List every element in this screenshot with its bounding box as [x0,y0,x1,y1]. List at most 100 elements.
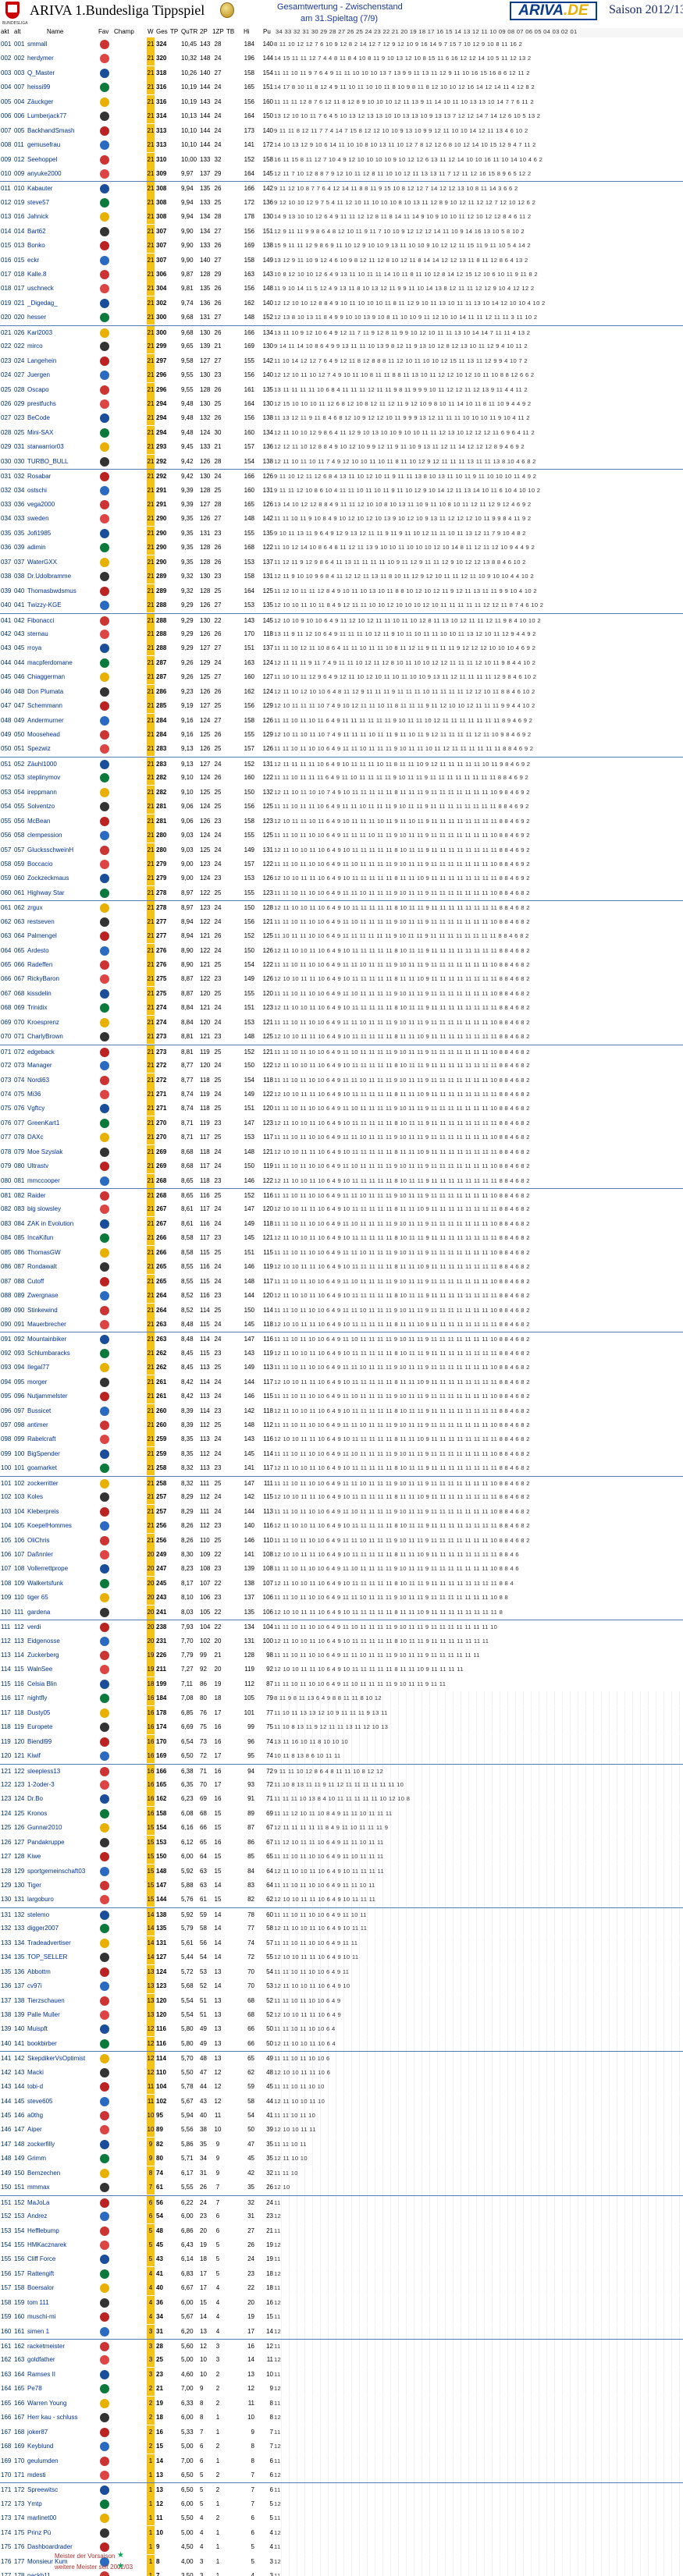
player-name[interactable]: Moe Szyslak [27,1148,63,1155]
player-name[interactable]: joker87 [27,2428,48,2436]
player-name[interactable]: mmmax [27,2184,50,2191]
table-row[interactable]: 088 089 Zwergnase 21 264 8,52 116 23 144 120 12 11… [0,1289,683,1304]
table-row[interactable]: 152 153 Andrez 6 54 6,00 23 6 31 23 12 [0,2209,683,2224]
table-row[interactable]: 177 178 packh11 1 7 3,50 3 1 4 3 11 [0,2569,683,2576]
table-row[interactable]: 084 085 IncaKifun 21 266 8,58 117 23 145 121 12 11… [0,1231,683,1246]
player-name[interactable]: Monsieur Kum [27,2557,68,2565]
player-name[interactable]: Biendl99 [27,1737,52,1745]
table-row[interactable]: 097 098 antimer 21 260 8,39 112 25 148 112 11 11 1… [0,1418,683,1432]
table-row[interactable]: 129 130 Tiger 15 147 5,88 63 14 83 64 11 11 10 11 … [0,1879,683,1893]
table-row[interactable]: 072 073 Manager 21 272 8,77 120 24 150 122 12 11 1… [0,1059,683,1073]
player-name[interactable]: Mountainbiker [27,1336,67,1343]
player-name[interactable]: Palle Muller [27,2010,60,2018]
table-row[interactable]: 141 142 SkepdikerVsOptimist 12 114 5,70 48 13 65… [0,2051,683,2067]
player-name[interactable]: TOP_SELLER [27,1953,68,1961]
table-row[interactable]: 138 139 Palle Muller 13 120 5,54 51 13 68 52 12 10… [0,2007,683,2022]
player-name[interactable]: heissi99 [27,83,51,91]
player-name[interactable]: a0thg [27,2112,44,2119]
table-row[interactable]: 036 039 adimin 21 290 9,35 128 26 168 122 11 10 12… [0,541,683,555]
player-name[interactable]: Rabelcraft [27,1435,56,1443]
table-row[interactable]: 083 084 ZAK in Evolution 21 267 8,61 116 24 149 1… [0,1216,683,1231]
player-name[interactable]: prestfuchs [27,399,56,407]
table-row[interactable]: 028 025 Mini-SAX 21 294 9,48 124 30 160 134 12 11 … [0,425,683,440]
table-row[interactable]: 011 010 Kabauter 21 308 9,94 135 26 166 142 9 11 1… [0,181,683,197]
table-row[interactable]: 135 136 Abbottm 13 124 5,72 53 13 70 54 11 11 10 1… [0,1964,683,1979]
table-row[interactable]: 047 047 Schemmann 21 285 9,19 127 25 156 129 12 10… [0,699,683,714]
player-name[interactable]: WaterGXX [27,558,57,566]
table-row[interactable]: 133 134 Tradeadvertiser 14 131 5,61 56 14 74 57 11… [0,1936,683,1950]
player-name[interactable]: sweden [27,515,49,523]
player-name[interactable]: smmall [27,41,48,48]
player-name[interactable]: Koles [27,1493,44,1501]
table-row[interactable]: 063 064 Palmengel 21 277 8,94 121 26 152 125 11 10… [0,929,683,944]
table-row[interactable]: 164 165 Pe78 2 21 7,00 9 2 12 9 12 [0,2382,683,2397]
player-name[interactable]: Rattengift [27,2269,55,2277]
table-row[interactable]: 031 032 Rosabar 21 292 9,42 130 24 166 126 9 11 10… [0,469,683,484]
player-name[interactable]: Herr kau - schluss [27,2414,78,2422]
table-row[interactable]: 120 121 Kiwif 16 169 6,50 72 17 95 74 10 11 8 13 8… [0,1749,683,1764]
player-name[interactable]: Jahnick [27,213,49,221]
player-name[interactable]: Nordi63 [27,1076,50,1084]
table-row[interactable]: 139 140 Muispft 12 116 5,80 49 13 66 50 11 11 10 1… [0,2022,683,2037]
player-name[interactable]: mirco [27,342,43,350]
player-name[interactable]: Manager [27,1062,52,1070]
table-row[interactable]: 016 015 eckr 21 307 9,90 140 27 158 149 13 12 9 11… [0,253,683,268]
player-name[interactable]: edgeback [27,1048,55,1056]
table-row[interactable]: 007 005 BackhandSmash 21 313 10,10 144 24 173 140… [0,123,683,138]
player-name[interactable]: clempession [27,832,62,839]
player-name[interactable]: Europete [27,1723,53,1731]
table-row[interactable]: 126 127 Pandakruppe 15 153 6,12 65 16 86 67 11 12 … [0,1835,683,1850]
player-name[interactable]: Andermurner [27,716,64,724]
table-row[interactable]: 159 160 muschi-mi 4 34 5,67 14 4 19 15 11 [0,2310,683,2325]
table-row[interactable]: 026 029 prestfuchs 21 294 9,48 130 25 164 130 12 1… [0,396,683,411]
player-name[interactable]: Rondawalt [27,1263,57,1271]
table-row[interactable]: 095 096 Nutjammelster 21 261 8,42 113 24 146 115 1… [0,1389,683,1404]
table-row[interactable]: 042 043 sternau 21 288 9,29 126 26 170 118 13 11 9… [0,626,683,641]
table-row[interactable]: 056 058 clempession 21 280 9,03 124 24 155 125 11 … [0,829,683,843]
table-row[interactable]: 128 129 sportgemeinschaft03 15 148 5,92 63 15 84… [0,1864,683,1879]
player-name[interactable]: sleepless13 [27,1767,61,1775]
player-name[interactable]: steve605 [27,2097,53,2105]
player-name[interactable]: Dusty05 [27,1708,51,1716]
table-row[interactable]: 038 038 Dr.Udolbramme 21 289 9,32 130 23 158 131 1… [0,569,683,584]
player-name[interactable]: kissdelin [27,989,52,997]
table-row[interactable]: 052 053 steplinymov 21 282 9,10 124 26 160 122 11 … [0,771,683,786]
player-name[interactable]: Radeffen [27,961,53,968]
table-row[interactable]: 092 093 Schlumbaracks 21 262 8,45 115 23 143 119 1… [0,1346,683,1361]
player-name[interactable]: Spreewitsc [27,2486,59,2494]
player-name[interactable]: Warren Young [27,2399,67,2407]
table-row[interactable]: 018 017 uschneck 21 304 9,81 135 26 156 148 11 9 1… [0,282,683,296]
player-name[interactable]: eckr [27,256,40,264]
table-row[interactable]: 041 042 Fibonacci 21 288 9,29 130 22 143 145 12 10… [0,612,683,628]
player-name[interactable]: Kroesprenz [27,1018,59,1026]
player-name[interactable]: Mi36 [27,1090,41,1098]
table-row[interactable]: 045 046 Chiaggerman 21 287 9,26 125 27 160 127 11 … [0,670,683,685]
table-row[interactable]: 080 081 mmccooper 21 268 8,65 118 23 146 122 12 11… [0,1173,683,1188]
player-name[interactable]: Juergen [27,371,50,379]
player-name[interactable]: Bussicet [27,1407,52,1414]
player-name[interactable]: GreenKart1 [27,1119,60,1127]
table-row[interactable]: 025 028 Oscapo 21 296 9,55 128 26 161 135 13 11 11… [0,382,683,397]
player-name[interactable]: steplinymov [27,774,61,782]
table-row[interactable]: 130 131 largoburo 15 144 5,76 61 15 82 62 12 10 10… [0,1893,683,1907]
table-row[interactable]: 069 070 Kroesprenz 21 274 8,84 120 24 153 121 11 1… [0,1015,683,1030]
table-row[interactable]: 010 009 anyuke2000 21 309 9,97 137 29 164 145 12 1… [0,166,683,181]
table-row[interactable]: 074 075 Mi36 21 271 8,74 119 24 149 122 12 10 10 1… [0,1087,683,1102]
player-name[interactable]: Q_Master [27,69,55,76]
table-row[interactable]: 154 155 HMKacznarek 5 45 6,43 19 5 26 19 12 [0,2237,683,2252]
player-name[interactable]: largoburo [27,1896,54,1904]
player-name[interactable]: adimin [27,544,46,552]
table-row[interactable]: 023 024 Langehein 21 297 9,58 127 27 155 142 11 10… [0,353,683,368]
player-name[interactable]: Kalle.8 [27,271,47,278]
player-name[interactable]: simen 1 [27,2327,50,2335]
player-name[interactable]: Zockzeckmaus [27,875,69,882]
table-row[interactable]: 034 033 sweden 21 290 9,35 126 27 148 142 11 11 10… [0,512,683,527]
player-name[interactable]: Raider [27,1192,46,1199]
table-row[interactable]: 118 119 Europete 16 174 6,69 75 16 99 75 11 10 8 1… [0,1720,683,1735]
table-row[interactable]: 094 095 morger 21 261 8,42 114 24 144 117 12 10 10… [0,1375,683,1389]
player-name[interactable]: Schlumbaracks [27,1349,70,1357]
table-row[interactable]: 079 080 Ultrastv 21 269 8,68 117 24 150 119 11 11 … [0,1159,683,1174]
table-row[interactable]: 051 052 Zäuhl1000 21 283 9,13 127 24 152 131 12 11… [0,756,683,772]
player-name[interactable]: Macki [27,2068,44,2076]
table-row[interactable]: 158 159 tom 111 4 36 6,00 15 4 20 16 12 [0,2295,683,2310]
